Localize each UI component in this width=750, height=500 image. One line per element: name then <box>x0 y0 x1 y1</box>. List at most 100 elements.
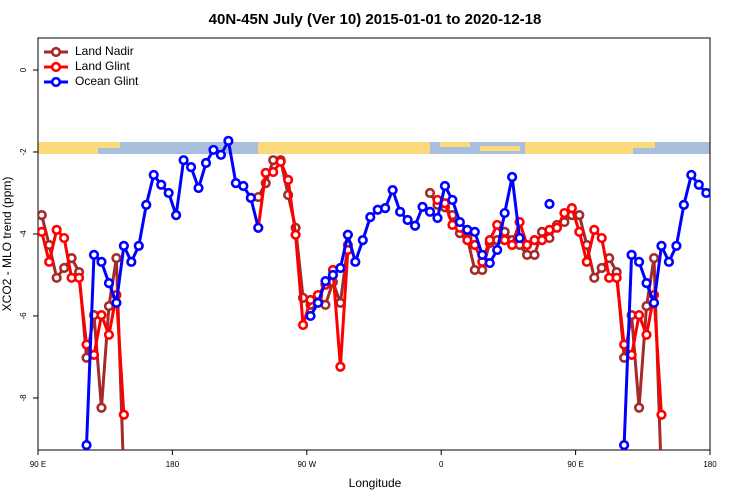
data-point <box>544 198 555 210</box>
data-point <box>574 226 585 238</box>
data-point <box>185 162 197 173</box>
data-point <box>141 199 152 210</box>
x-tick-label: 180 <box>703 460 717 469</box>
data-point <box>365 212 376 223</box>
data-point <box>633 310 645 321</box>
data-point <box>641 278 652 289</box>
data-point <box>335 262 346 274</box>
chart-title: 40N-45N July (Ver 10) 2015-01-01 to 2020… <box>209 11 542 28</box>
legend-marker <box>50 46 62 58</box>
data-point <box>103 278 115 289</box>
plot-area <box>38 135 710 484</box>
data-point <box>693 179 704 190</box>
legend-marker <box>50 76 62 88</box>
data-point <box>484 257 495 269</box>
data-point <box>589 224 600 235</box>
data-point <box>648 297 660 308</box>
data-point <box>215 149 227 160</box>
data-point <box>305 310 316 322</box>
data-point <box>59 262 70 274</box>
data-point <box>297 319 309 331</box>
data-point <box>477 249 488 260</box>
data-point <box>566 203 577 214</box>
data-point <box>96 310 107 321</box>
land-mask-strip <box>38 142 710 154</box>
y-axis-label: XCO2 - MLO trend (ppm) <box>0 177 14 312</box>
data-point <box>253 222 264 233</box>
axes: 90 E 180 90 W 0 90 E 180 -8 -6 -4 -2 0 <box>19 67 717 469</box>
data-point <box>268 166 279 178</box>
data-point <box>626 249 637 260</box>
data-point <box>335 361 346 372</box>
y-tick-label: -6 <box>19 312 28 320</box>
data-point <box>514 232 525 244</box>
data-point <box>59 232 70 244</box>
data-point <box>342 229 353 240</box>
data-point <box>656 240 667 251</box>
data-point <box>596 262 607 274</box>
x-tick-label: 90 W <box>297 460 316 469</box>
legend-label: Ocean Glint <box>75 74 139 88</box>
data-point <box>596 232 607 244</box>
data-point <box>120 476 128 484</box>
data-point <box>492 219 503 231</box>
data-point <box>507 239 518 251</box>
data-point <box>111 297 122 308</box>
series-line <box>85 139 708 446</box>
data-point <box>424 187 436 199</box>
data-point <box>551 222 563 233</box>
data-point <box>51 272 62 283</box>
data-point <box>73 272 85 283</box>
data-point <box>111 253 122 264</box>
data-point <box>223 135 234 146</box>
data-point <box>290 229 301 240</box>
data-point <box>492 244 503 256</box>
data-point <box>499 207 510 219</box>
data-point <box>193 182 204 194</box>
legend-marker <box>50 61 62 73</box>
y-tick-label: 0 <box>19 67 28 72</box>
data-point <box>536 235 548 246</box>
data-point <box>432 212 443 224</box>
legend-label: Land Glint <box>75 59 130 73</box>
data-point <box>663 256 675 267</box>
data-point <box>469 226 480 238</box>
data-point <box>312 297 324 308</box>
data-point <box>327 269 339 281</box>
series-line <box>40 160 663 415</box>
data-point <box>671 240 682 251</box>
data-point <box>656 409 667 420</box>
data-point <box>81 439 92 450</box>
data-point <box>574 209 585 221</box>
x-tick-label: 180 <box>166 460 180 469</box>
data-point <box>409 220 421 231</box>
data-point <box>357 235 368 246</box>
x-tick-label: 90 E <box>567 460 583 469</box>
data-point <box>507 171 518 183</box>
data-point <box>320 276 331 287</box>
data-point <box>350 256 361 267</box>
x-tick-label: 90 E <box>30 460 46 469</box>
data-point <box>402 214 413 226</box>
data-point <box>208 144 219 156</box>
data-point <box>118 409 129 420</box>
data-point <box>439 180 451 192</box>
y-tick-label: -8 <box>19 394 28 402</box>
data-point <box>678 199 689 210</box>
data-point <box>701 187 710 199</box>
x-tick-label: 0 <box>439 460 444 469</box>
data-point <box>171 209 182 221</box>
data-point <box>633 402 645 413</box>
y-tick-label: -2 <box>19 148 28 156</box>
data-point <box>283 174 294 185</box>
x-axis-label: Longitude <box>349 476 402 490</box>
data-point <box>619 439 630 450</box>
data-point <box>686 169 697 181</box>
data-point <box>611 272 622 283</box>
data-point <box>238 180 249 192</box>
data-point <box>559 207 570 219</box>
data-point <box>454 216 465 228</box>
data-point <box>38 209 47 221</box>
data-point <box>163 187 174 199</box>
data-point <box>44 256 55 267</box>
